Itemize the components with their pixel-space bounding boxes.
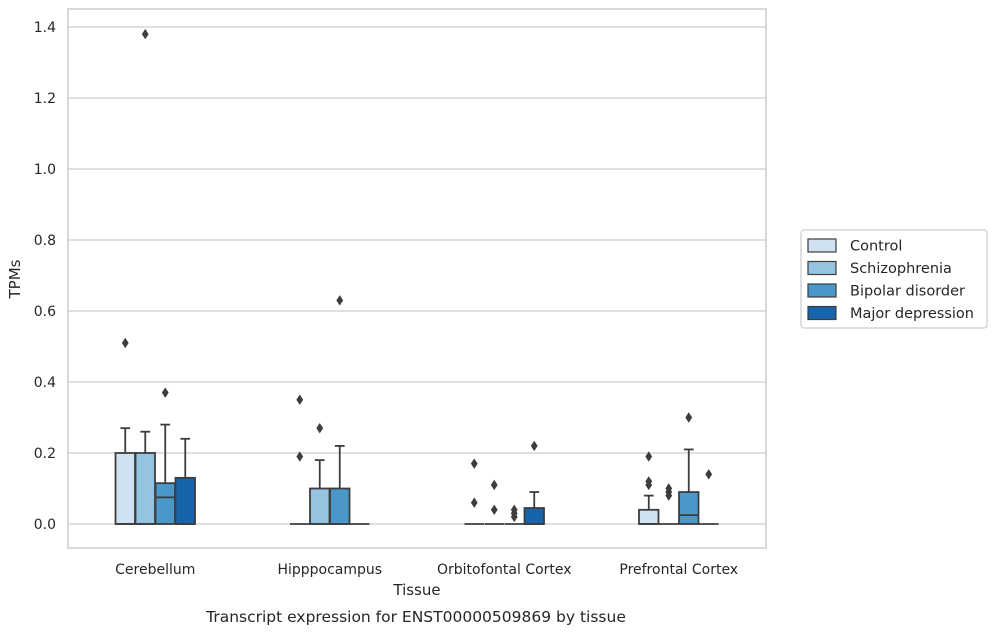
box-body — [174, 476, 196, 525]
x-axis-label: Tissue — [392, 581, 440, 599]
box-body — [329, 487, 351, 525]
box — [174, 437, 196, 525]
outlier-point — [645, 451, 653, 462]
box — [504, 504, 524, 525]
y-tick-label: 0.6 — [34, 304, 56, 320]
outlier-point — [316, 422, 324, 434]
box-body — [638, 508, 660, 525]
legend-swatch — [807, 283, 837, 298]
legend: Control Schizophrenia Bipolar disorder Majo… — [800, 229, 988, 329]
outlier-point — [141, 28, 149, 40]
plot-area — [67, 8, 767, 549]
outlier-point — [530, 440, 538, 452]
y-tick-label: 0.4 — [34, 375, 56, 391]
box — [309, 422, 331, 525]
box-body — [523, 507, 545, 525]
grid-lines — [68, 26, 766, 525]
y-tick-label: 1.2 — [34, 91, 56, 107]
outlier-point — [336, 295, 344, 306]
box-series — [114, 28, 719, 525]
y-axis-ticks: 0.0 0.2 0.4 0.6 0.8 1.0 1.2 1.4 — [34, 20, 56, 533]
box — [329, 295, 351, 525]
box — [114, 337, 136, 525]
legend-swatch — [807, 260, 837, 276]
y-tick-label: 1.4 — [34, 20, 56, 36]
box — [134, 28, 156, 525]
box-body — [114, 452, 136, 525]
box — [154, 387, 176, 525]
outlier-point — [705, 469, 713, 480]
plot-frame — [67, 8, 767, 549]
legend-label: Major depression — [850, 306, 974, 322]
legend-label: Control — [850, 239, 902, 255]
outlier-point — [645, 479, 653, 491]
outlier-point — [161, 387, 169, 398]
box-body — [154, 482, 176, 525]
x-tick-label: Hipppocampus — [277, 562, 382, 578]
outlier-point — [470, 497, 478, 508]
box-body — [309, 487, 331, 525]
box — [484, 479, 504, 525]
y-tick-label: 0.0 — [34, 517, 56, 533]
x-tick-label: Prefrontal Cortex — [619, 562, 738, 578]
box — [464, 458, 484, 525]
outlier-point — [665, 490, 673, 501]
box — [523, 440, 545, 525]
legend-frame — [800, 229, 988, 329]
legend-swatch — [807, 238, 837, 253]
box-body — [134, 452, 156, 525]
outlier-point — [685, 412, 693, 423]
x-tick-label: Cerebellum — [115, 562, 195, 578]
outlier-point — [296, 451, 304, 462]
legend-label: Schizophrenia — [850, 261, 952, 277]
y-tick-label: 0.2 — [34, 446, 56, 462]
box — [638, 451, 660, 525]
chart-caption: Transcript expression for ENST0000050986… — [205, 608, 626, 626]
box — [699, 469, 719, 525]
box — [678, 412, 700, 525]
y-axis-label: TPMs — [6, 259, 24, 299]
outlier-point — [470, 458, 478, 469]
outlier-point — [490, 504, 498, 515]
legend-label: Bipolar disorder — [850, 284, 965, 300]
outlier-point — [296, 394, 304, 405]
box-body — [678, 491, 700, 525]
y-tick-label: 1.0 — [34, 162, 56, 178]
y-tick-label: 0.8 — [34, 233, 56, 249]
legend-swatch — [807, 305, 837, 321]
outlier-point — [121, 337, 129, 349]
box — [290, 394, 310, 525]
box — [659, 483, 679, 525]
x-axis-ticks: Cerebellum Hipppocampus Orbitofontal Corte… — [115, 562, 738, 578]
outlier-point — [510, 511, 518, 523]
x-tick-label: Orbitofontal Cortex — [437, 562, 572, 578]
outlier-point — [490, 479, 498, 491]
